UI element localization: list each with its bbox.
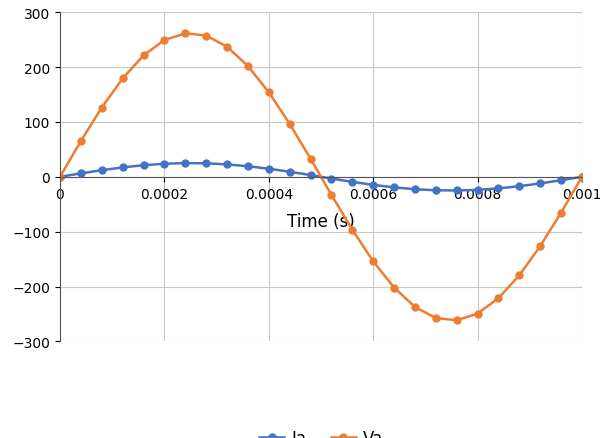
Line: Va: Va <box>56 31 586 324</box>
Ia <box>161 162 168 167</box>
Ia <box>412 187 419 192</box>
Ia <box>223 162 230 168</box>
Va <box>56 175 64 180</box>
Ia <box>77 171 85 177</box>
Ia <box>244 164 251 170</box>
Va <box>140 53 147 59</box>
X-axis label: Time (s): Time (s) <box>287 212 355 230</box>
Ia <box>391 185 398 191</box>
Ia <box>328 177 335 182</box>
Va <box>370 259 377 264</box>
Va <box>349 228 356 233</box>
Ia <box>182 161 189 166</box>
Ia <box>495 186 502 191</box>
Va <box>453 318 460 323</box>
Va <box>536 244 544 249</box>
Va <box>307 157 314 162</box>
Va <box>578 175 586 180</box>
Ia <box>370 183 377 188</box>
Ia <box>536 181 544 187</box>
Ia <box>140 163 147 169</box>
Va <box>244 64 251 70</box>
Ia <box>265 167 272 172</box>
Va <box>516 273 523 278</box>
Ia <box>119 166 126 171</box>
Ia <box>474 188 481 193</box>
Va <box>412 304 419 310</box>
Line: Ia: Ia <box>56 160 586 194</box>
Ia <box>349 180 356 185</box>
Ia <box>516 184 523 189</box>
Va <box>557 210 565 215</box>
Ia <box>203 161 210 166</box>
Ia <box>432 188 439 194</box>
Va <box>265 91 272 96</box>
Ia <box>453 188 460 194</box>
Legend: Ia, Va: Ia, Va <box>253 422 389 438</box>
Va <box>286 122 293 127</box>
Ia <box>56 175 64 180</box>
Va <box>182 32 189 37</box>
Va <box>119 77 126 82</box>
Va <box>98 106 106 111</box>
Va <box>328 193 335 198</box>
Va <box>203 34 210 39</box>
Va <box>161 39 168 44</box>
Va <box>77 139 85 145</box>
Ia <box>307 173 314 178</box>
Va <box>474 311 481 316</box>
Ia <box>578 175 586 180</box>
Ia <box>286 170 293 175</box>
Va <box>432 316 439 321</box>
Va <box>495 296 502 301</box>
Va <box>223 45 230 50</box>
Ia <box>98 168 106 173</box>
Ia <box>557 178 565 184</box>
Va <box>391 285 398 290</box>
